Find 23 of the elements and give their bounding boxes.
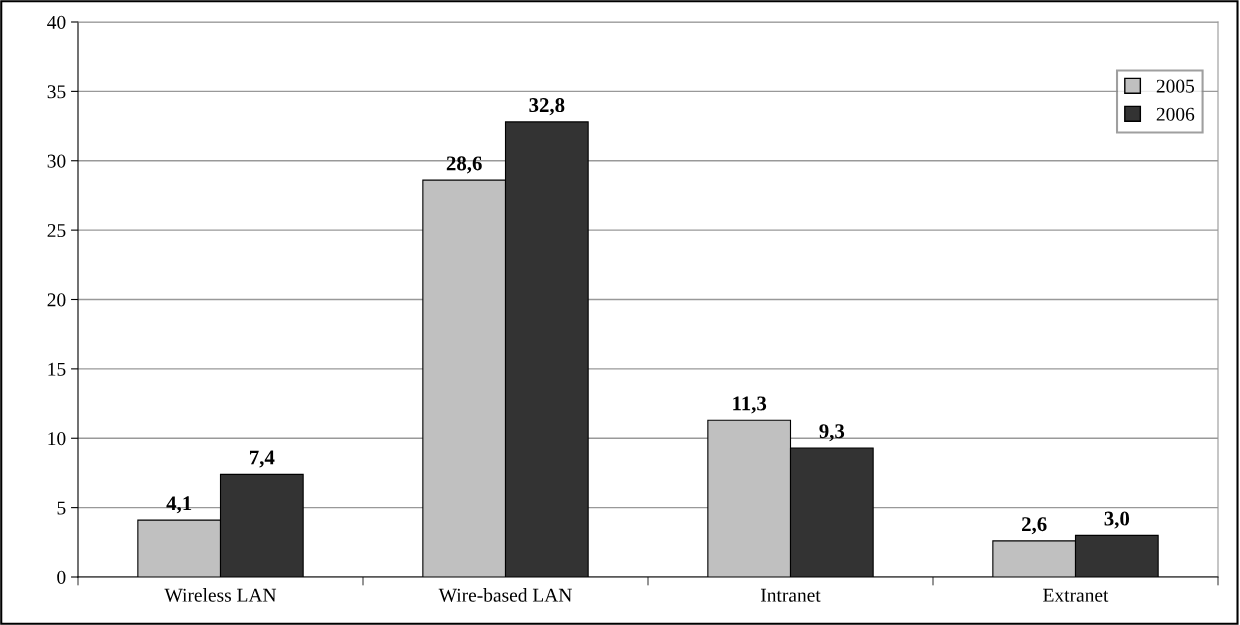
data-label: 11,3 xyxy=(733,396,767,414)
data-label: 9,3 xyxy=(819,424,845,442)
data-label: 32,8 xyxy=(529,98,565,116)
data-label: 4,1 xyxy=(166,496,192,514)
y-tick-label: 40 xyxy=(47,15,66,29)
y-tick-label: 25 xyxy=(47,224,66,238)
x-tick-label: Intranet xyxy=(760,588,821,602)
data-label: 3,0 xyxy=(1104,511,1130,529)
y-tick-label: 5 xyxy=(57,501,66,515)
y-tick-label: 35 xyxy=(47,85,66,99)
y-tick-label: 30 xyxy=(47,154,66,168)
data-label: 2,6 xyxy=(1022,517,1047,535)
x-tick-label: Extranet xyxy=(1043,588,1109,602)
y-tick-label: 20 xyxy=(47,293,66,307)
x-tick-label: Wireless LAN xyxy=(164,588,277,602)
y-tick-label: 0 xyxy=(57,570,66,584)
y-tick-label: 10 xyxy=(48,432,66,446)
y-tick-label: 15 xyxy=(48,362,66,376)
legend-label: 2005 xyxy=(1156,79,1195,93)
data-label: 7,4 xyxy=(250,450,275,468)
x-tick-label: Wire-based LAN xyxy=(438,588,572,602)
legend-label: 2006 xyxy=(1156,107,1195,121)
data-label: 28,6 xyxy=(446,156,482,174)
